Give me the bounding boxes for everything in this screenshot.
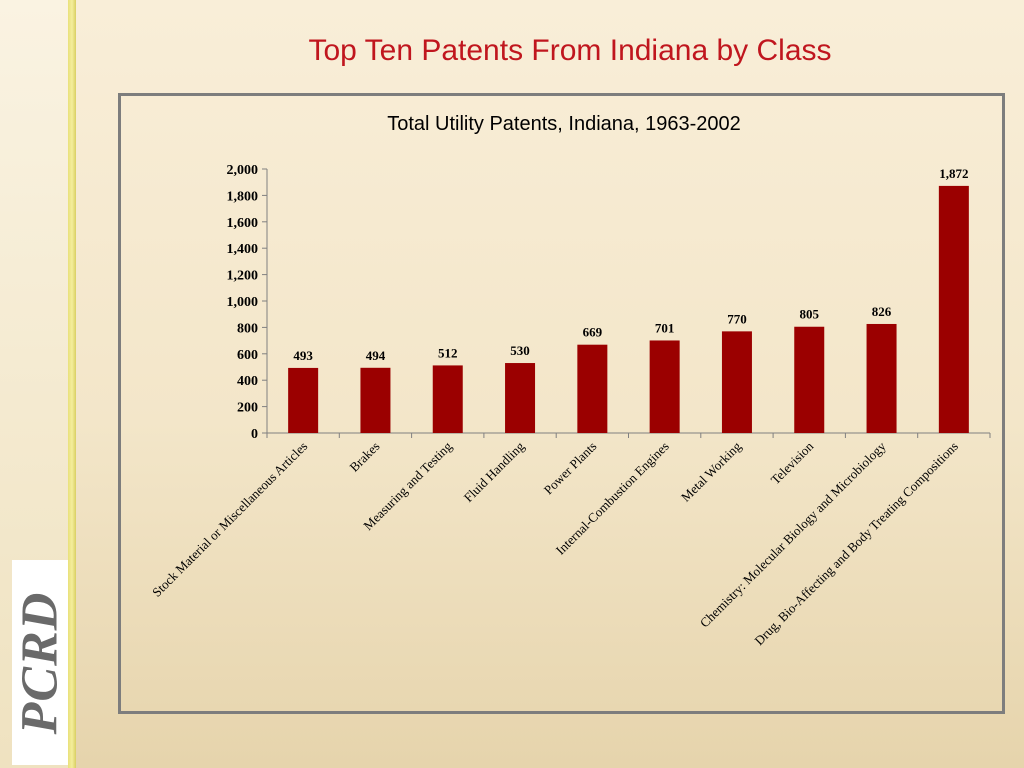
x-category-label: Power Plants: [541, 439, 600, 498]
y-tick-label: 1,800: [227, 189, 259, 204]
y-tick-label: 0: [251, 427, 258, 442]
chart-frame: Total Utility Patents, Indiana, 1963-200…: [118, 93, 1005, 714]
logo-text: PCRD: [11, 591, 69, 734]
y-tick-label: 1,000: [227, 295, 259, 310]
x-category-label: Television: [768, 438, 817, 487]
y-tick-label: 200: [237, 401, 258, 416]
pcrd-logo: PCRD: [11, 560, 69, 765]
y-tick-label: 1,200: [227, 269, 259, 284]
chart-title: Total Utility Patents, Indiana, 1963-200…: [387, 113, 741, 135]
bar-value-label: 512: [438, 345, 458, 360]
y-tick-label: 800: [237, 321, 258, 336]
bar-value-label: 826: [872, 304, 892, 319]
bar-value-label: 493: [293, 348, 313, 363]
bar-value-label: 494: [366, 348, 386, 363]
bar: [721, 331, 752, 433]
bar: [288, 367, 319, 433]
bar: [360, 367, 391, 433]
x-category-label: Stock Material or Miscellaneous Articles: [149, 439, 310, 600]
bar: [505, 363, 536, 433]
bar-value-label: 701: [655, 320, 675, 335]
bar: [649, 340, 680, 433]
bar: [577, 344, 608, 433]
bar-chart: Total Utility Patents, Indiana, 1963-200…: [149, 113, 991, 648]
bar-value-label: 770: [727, 311, 747, 326]
y-tick-label: 1,400: [227, 242, 259, 257]
y-tick-label: 1,600: [227, 216, 259, 231]
x-category-label: Metal Working: [678, 438, 744, 504]
bar-value-label: 1,872: [939, 166, 968, 181]
bar: [866, 323, 897, 433]
left-accent-line: [68, 0, 76, 768]
y-tick-label: 600: [237, 348, 258, 363]
bar: [794, 326, 825, 433]
x-category-label: Fluid Handling: [461, 438, 528, 505]
bar-value-label: 805: [800, 307, 820, 322]
y-tick-label: 400: [237, 374, 258, 389]
x-category-label: Brakes: [346, 439, 382, 475]
page-title: Top Ten Patents From Indiana by Class: [308, 34, 832, 67]
bar-value-label: 669: [583, 325, 603, 340]
bar: [938, 185, 969, 433]
bar: [432, 365, 463, 433]
y-tick-label: 2,000: [227, 163, 259, 178]
bar-value-label: 530: [510, 343, 530, 358]
